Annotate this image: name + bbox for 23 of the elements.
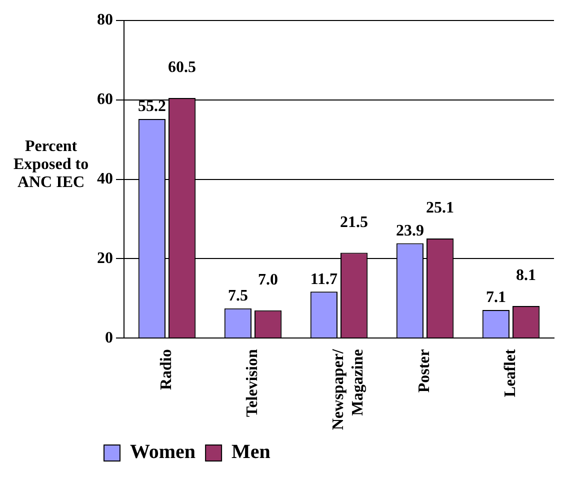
- y-tick-label: 40: [97, 170, 113, 188]
- data-label: 55.2: [138, 98, 166, 116]
- x-tick-label: Radio: [158, 349, 176, 390]
- x-tick-label: Newspaper/ Magazine: [330, 348, 366, 430]
- data-label: 8.1: [516, 267, 536, 284]
- y-axis-title: Percent Exposed to ANC IEC: [12, 138, 90, 192]
- x-tick-label: Leaflet: [502, 348, 520, 398]
- data-label: 23.9: [396, 222, 424, 240]
- y-tick-label: 60: [97, 91, 113, 108]
- legend-label: Men: [232, 441, 270, 464]
- data-label: 7.0: [258, 271, 278, 288]
- x-tick-label: Poster: [416, 349, 434, 393]
- legend-label: Women: [130, 441, 196, 464]
- x-tick-label: Television: [244, 349, 262, 417]
- data-label: 11.7: [310, 270, 338, 288]
- data-label: 7.1: [486, 289, 506, 306]
- data-label: 25.1: [426, 200, 454, 217]
- data-label: 60.5: [168, 59, 196, 76]
- y-tick-label: 80: [97, 12, 113, 29]
- data-label: 21.5: [340, 214, 368, 231]
- data-label: 7.5: [228, 287, 248, 304]
- y-tick-label: 20: [97, 250, 113, 267]
- y-tick-label: 0: [105, 329, 113, 346]
